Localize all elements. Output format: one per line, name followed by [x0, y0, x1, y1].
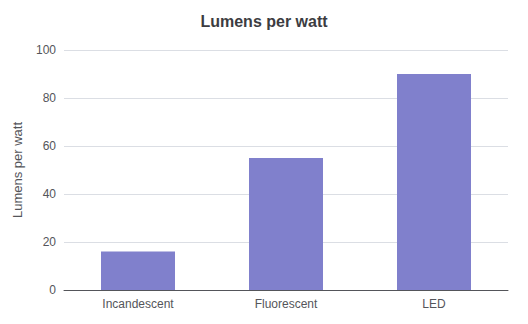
- svg-text:Lumens per watt: Lumens per watt: [10, 122, 25, 218]
- svg-text:80: 80: [43, 91, 57, 105]
- svg-text:Incandescent: Incandescent: [102, 297, 174, 311]
- svg-text:60: 60: [43, 139, 57, 153]
- svg-text:20: 20: [43, 235, 57, 249]
- svg-text:LED: LED: [422, 297, 446, 311]
- svg-text:40: 40: [43, 187, 57, 201]
- svg-text:0: 0: [49, 283, 56, 297]
- svg-text:100: 100: [36, 43, 56, 57]
- svg-text:Lumens per watt: Lumens per watt: [200, 13, 328, 30]
- svg-text:Fluorescent: Fluorescent: [255, 297, 318, 311]
